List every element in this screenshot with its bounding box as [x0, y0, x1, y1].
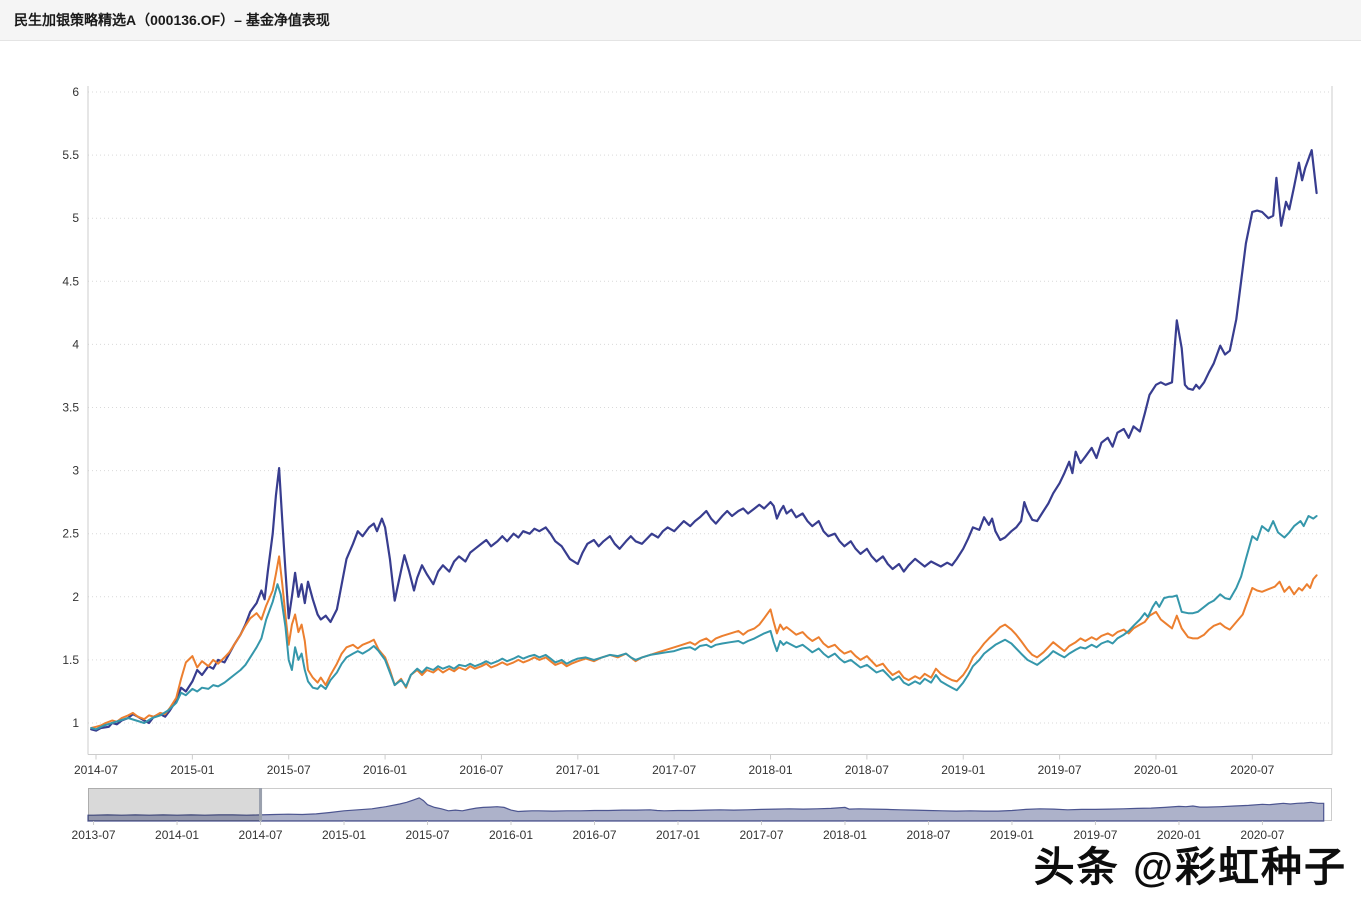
x-axis-label: 2017-01 — [556, 763, 600, 777]
slider-axis-label: 2014-07 — [239, 828, 283, 842]
x-axis-label: 2017-07 — [652, 763, 696, 777]
y-axis-label: 6 — [72, 85, 79, 99]
y-axis-label: 1.5 — [62, 653, 79, 667]
x-axis-label: 2015-07 — [267, 763, 311, 777]
chart-card: 1 1.5 2 2.5 3 3.5 4 4.5 5 5.5 6 2014-07 2015-01 2015-… — [0, 41, 1361, 898]
y-axis-label: 5.5 — [62, 148, 79, 162]
datazoom-data-shadow — [87, 797, 1325, 822]
x-axis-label: 2019-07 — [1038, 763, 1082, 777]
datazoom-unselected-mask — [88, 788, 261, 821]
y-axis-label: 2.5 — [62, 527, 79, 541]
slider-axis-label: 2018-01 — [823, 828, 867, 842]
slider-axis-label: 2016-07 — [572, 828, 616, 842]
slider-axis-label: 2019-01 — [990, 828, 1034, 842]
slider-axis-label: 2017-01 — [656, 828, 700, 842]
x-axis-label: 2018-01 — [748, 763, 792, 777]
x-axis-label: 2016-07 — [459, 763, 503, 777]
x-axis-label: 2015-01 — [170, 763, 214, 777]
x-axis-label: 2019-01 — [941, 763, 985, 777]
slider-axis-label: 2013-07 — [72, 828, 116, 842]
series-line-偏股混合型基金指数[interactable] — [90, 515, 1318, 731]
y-axis-label: 5 — [72, 211, 79, 225]
x-axis-label: 2018-07 — [845, 763, 889, 777]
y-axis-label: 4.5 — [62, 274, 79, 288]
series-line-民生加银策略精选A[interactable] — [90, 148, 1318, 732]
datazoom-left-handle[interactable] — [259, 788, 263, 821]
watermark-text: 头条 @彩虹种子 — [1033, 844, 1347, 890]
slider-axis-label: 2019-07 — [1073, 828, 1117, 842]
y-axis-label: 3 — [72, 464, 79, 478]
slider-axis-label: 2020-07 — [1240, 828, 1284, 842]
y-axis-label: 3.5 — [62, 401, 79, 415]
slider-axis-label: 2020-01 — [1157, 828, 1201, 842]
x-axis-label: 2020-07 — [1230, 763, 1274, 777]
series-line-沪深300[interactable] — [90, 555, 1318, 729]
x-axis-label: 2016-01 — [363, 763, 407, 777]
slider-axis-label: 2018-07 — [906, 828, 950, 842]
slider-axis-label: 2016-01 — [489, 828, 533, 842]
y-axis-label: 4 — [72, 337, 79, 351]
x-axis-label: 2014-07 — [74, 763, 118, 777]
y-axis-label: 2 — [72, 590, 79, 604]
slider-axis-label: 2017-07 — [739, 828, 783, 842]
fund-nav-line-chart[interactable]: 1 1.5 2 2.5 3 3.5 4 4.5 5 5.5 6 2014-07 2015-01 2015-… — [0, 41, 1361, 898]
slider-axis-label: 2015-01 — [322, 828, 366, 842]
x-axis-label: 2020-01 — [1134, 763, 1178, 777]
slider-axis-label: 2014-01 — [155, 828, 199, 842]
y-axis-label: 1 — [72, 716, 79, 730]
slider-axis-label: 2015-07 — [406, 828, 450, 842]
page-title: 民生加银策略精选A（000136.OF）– 基金净值表现 — [0, 0, 1361, 41]
